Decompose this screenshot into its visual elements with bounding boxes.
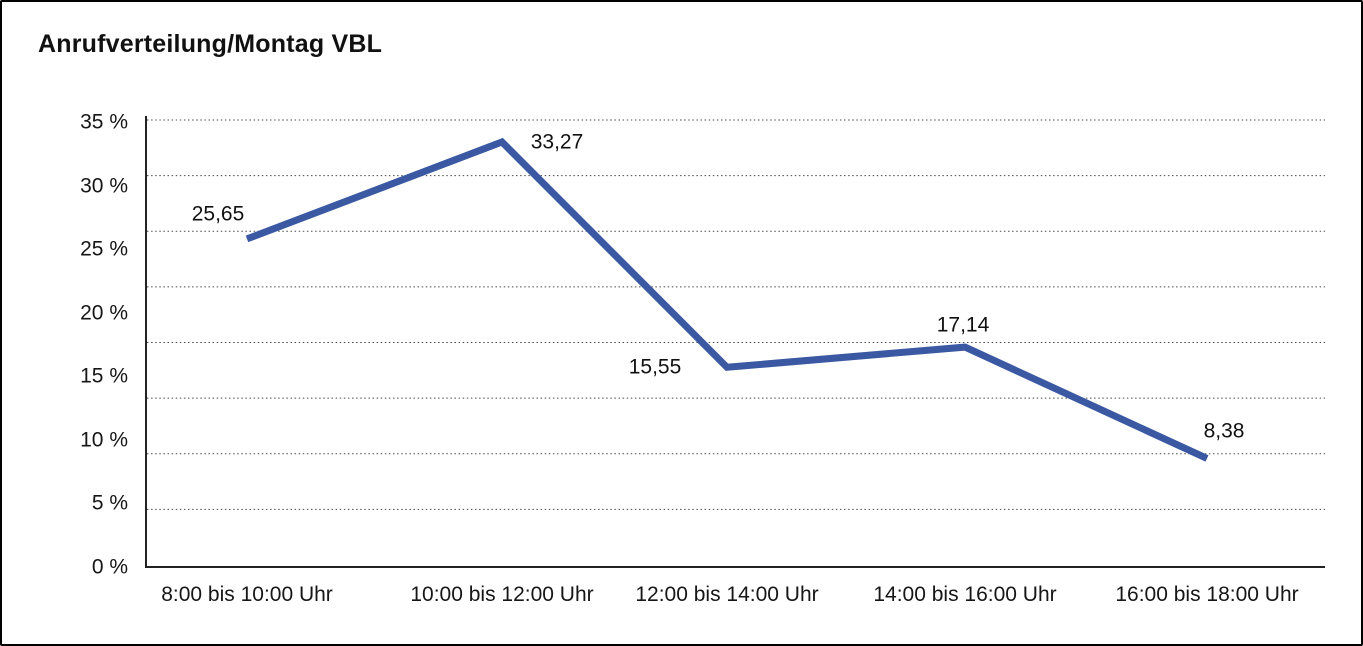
x-axis-category-label: 14:00 bis 16:00 Uhr — [873, 583, 1057, 606]
data-point-label: 25,65 — [191, 202, 245, 226]
chart-title: Anrufverteilung/Montag VBL — [38, 30, 383, 58]
x-axis-category-label: 16:00 bis 18:00 Uhr — [1115, 583, 1299, 606]
y-axis-tick-label: 10 % — [80, 428, 128, 452]
data-point-label: 33,27 — [530, 130, 584, 154]
x-axis-category-label: 12:00 bis 14:00 Uhr — [635, 583, 819, 606]
x-axis-category-label: 10:00 bis 12:00 Uhr — [410, 583, 594, 606]
y-axis-tick-label: 0 % — [91, 555, 128, 579]
x-axis-category-label: 8:00 bis 10:00 Uhr — [161, 583, 333, 606]
data-point-label: 15,55 — [628, 355, 682, 379]
y-axis-tick-label: 25 % — [80, 237, 128, 261]
data-point-label: 17,14 — [936, 313, 990, 337]
y-axis-tick-label: 20 % — [80, 301, 128, 325]
y-axis-tick-label: 35 % — [80, 110, 128, 134]
y-axis-tick-label: 30 % — [80, 174, 128, 198]
y-axis-tick-label: 5 % — [91, 491, 128, 515]
y-axis-tick-label: 15 % — [80, 364, 128, 388]
data-point-label: 8,38 — [1203, 419, 1245, 443]
data-line-series — [245, 137, 1209, 462]
